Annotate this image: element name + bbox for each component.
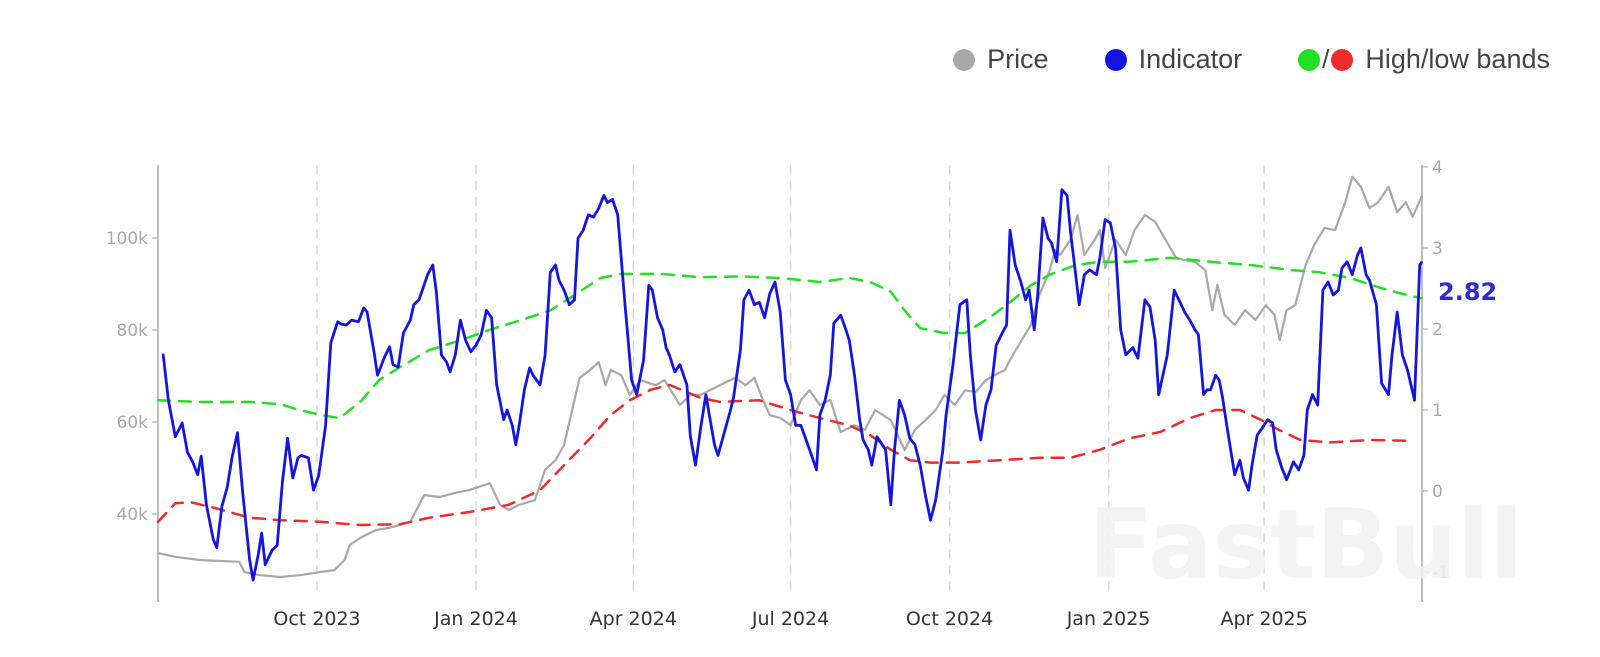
- price-dot-icon: [953, 48, 976, 71]
- watermark: FastBull: [1088, 489, 1523, 601]
- indicator-line: [161, 188, 1423, 582]
- legend-label-price: Price: [987, 44, 1049, 74]
- indicator-dot-icon: [1104, 48, 1127, 71]
- x-tick-label: Jan 2024: [433, 608, 518, 630]
- legend-item-bands[interactable]: / High/low bands: [1298, 44, 1550, 75]
- x-tick-label: Jan 2025: [1066, 608, 1151, 630]
- legend: Price Indicator / High/low bands: [953, 44, 1550, 75]
- legend-item-indicator[interactable]: Indicator: [1104, 44, 1243, 75]
- legend-label-indicator: Indicator: [1138, 44, 1243, 74]
- grid-lines: [316, 165, 1265, 594]
- x-tick-label: Jul 2024: [751, 608, 829, 630]
- price-line: [156, 175, 1423, 579]
- x-tick-label: Oct 2024: [906, 608, 993, 630]
- low-band-line: [156, 383, 1411, 527]
- right-tick-label: 3: [1432, 239, 1443, 259]
- bands-separator: /: [1322, 44, 1330, 74]
- last-value-label: 2.82: [1438, 278, 1497, 306]
- low-band-dot-icon: [1331, 48, 1354, 71]
- right-tick-label: -1: [1432, 563, 1449, 583]
- high-band-dot-icon: [1298, 48, 1321, 71]
- left-tick-label: 40k: [117, 505, 149, 525]
- right-tick-label: 2: [1432, 320, 1443, 340]
- x-tick-label: Apr 2025: [1220, 608, 1307, 630]
- right-tick-label: 4: [1432, 158, 1443, 178]
- left-tick-label: 60k: [117, 413, 149, 433]
- left-tick-label: 80k: [117, 321, 149, 341]
- series-lines: [156, 175, 1423, 582]
- x-tick-label: Oct 2023: [273, 608, 360, 630]
- legend-label-bands: High/low bands: [1365, 44, 1550, 74]
- right-tick-label: 0: [1432, 482, 1443, 502]
- high-band-line: [156, 256, 1423, 420]
- right-tick-label: 1: [1432, 401, 1443, 421]
- legend-item-price[interactable]: Price: [953, 44, 1049, 75]
- x-tick-label: Apr 2024: [590, 608, 677, 630]
- axes: Oct 2023 Jan 2024 Apr 2024 Jul 2024 Oct 2024…: [106, 158, 1449, 630]
- left-tick-label: 100k: [106, 229, 148, 249]
